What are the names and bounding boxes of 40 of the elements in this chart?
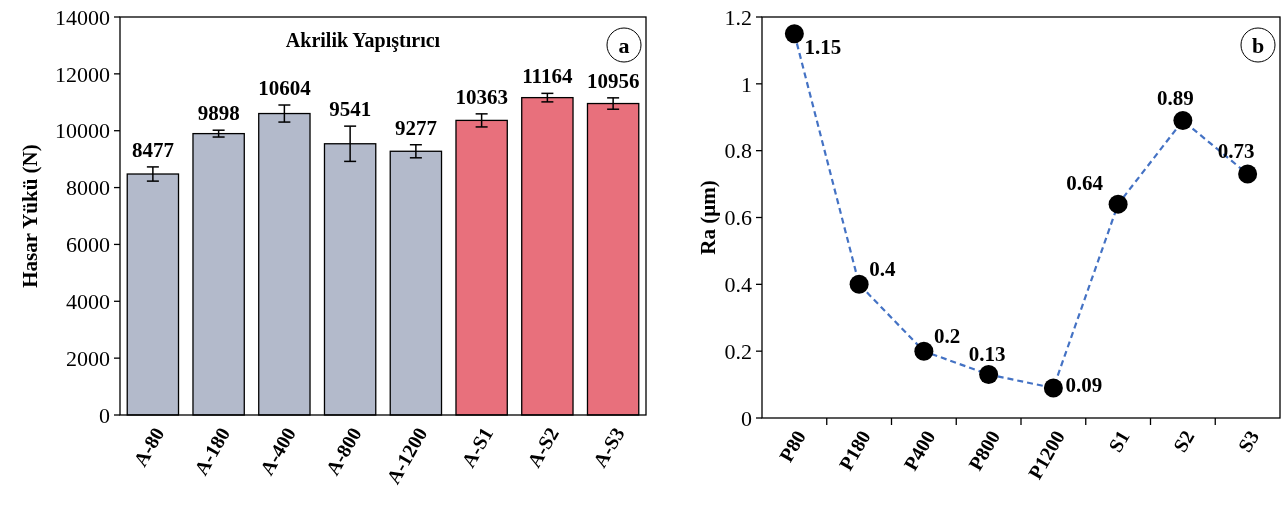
x-tick-label: S3 xyxy=(1233,426,1264,456)
y-tick-label: 10000 xyxy=(55,118,110,144)
y-tick-label: 4000 xyxy=(66,288,110,314)
annotation: a xyxy=(618,32,630,58)
y-tick-label: 1 xyxy=(741,71,752,97)
y-tick-label: 12000 xyxy=(55,61,110,87)
data-label: 0.13 xyxy=(968,341,1006,366)
data-label: 0.09 xyxy=(1065,372,1103,397)
y-tick-label: 0.2 xyxy=(724,338,752,364)
data-label: 0.4 xyxy=(869,257,896,282)
data-label: 0.73 xyxy=(1217,139,1255,164)
y-tick-label: 0.8 xyxy=(724,138,752,164)
data-label: 1.15 xyxy=(804,34,842,59)
annotation: b xyxy=(1251,32,1265,58)
x-tick-label: P80 xyxy=(774,426,810,466)
y-tick-label: 8000 xyxy=(66,175,110,201)
data-label: 8477 xyxy=(131,137,174,162)
y-axis-title: Ra (µm) xyxy=(695,180,720,255)
y-tick-label: 0 xyxy=(99,402,110,428)
y-tick-label: 0.6 xyxy=(724,205,752,231)
data-label: 0.2 xyxy=(933,324,961,349)
y-axis-title: Hasar Yükü (N) xyxy=(17,144,42,288)
data-label: 9277 xyxy=(394,115,437,140)
x-tick-label: S1 xyxy=(1104,426,1134,456)
y-tick-label: 0 xyxy=(741,405,752,431)
text: Akrilik Yapıştırıcı xyxy=(285,29,441,52)
data-label: 10956 xyxy=(586,68,640,93)
data-label: 0.64 xyxy=(1066,171,1104,196)
y-tick-label: 6000 xyxy=(66,232,110,258)
data-label: 0.89 xyxy=(1156,85,1194,110)
y-tick-label: 2000 xyxy=(66,345,110,371)
y-tick-label: 1.2 xyxy=(724,4,752,30)
data-label: 9541 xyxy=(329,97,372,122)
y-tick-label: 0.4 xyxy=(724,272,752,298)
data-label: 10363 xyxy=(455,84,508,109)
data-label: 11164 xyxy=(522,64,573,89)
data-label: 9898 xyxy=(197,101,240,126)
x-tick-label: S2 xyxy=(1168,426,1199,456)
data-label: 10604 xyxy=(258,76,312,101)
y-tick-label: 14000 xyxy=(55,4,110,30)
